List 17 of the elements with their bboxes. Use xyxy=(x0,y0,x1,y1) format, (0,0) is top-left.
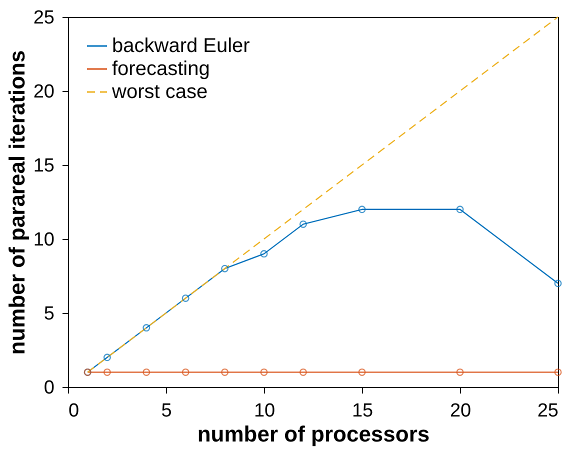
x-axis-title: number of processors xyxy=(197,422,430,446)
x-tick-label: 10 xyxy=(254,400,276,422)
y-tick-label: 10 xyxy=(33,230,54,250)
x-tick-label: 15 xyxy=(352,400,374,422)
y-tick-label: 20 xyxy=(33,82,54,102)
legend-label: forecasting xyxy=(112,58,210,80)
legend-label: worst case xyxy=(111,81,208,103)
x-tick-label: 25 xyxy=(537,400,558,422)
y-tick-label: 15 xyxy=(33,156,54,176)
x-tick-label: 0 xyxy=(68,400,80,422)
x-tick-label: 5 xyxy=(161,400,172,422)
y-tick-label: 0 xyxy=(44,378,54,398)
y-axis-title: number of parareal iterations xyxy=(4,50,30,355)
y-tick-label: 25 xyxy=(33,8,54,28)
x-tick-label: 20 xyxy=(450,400,472,422)
legend-label: backward Euler xyxy=(112,35,250,57)
y-tick-label: 5 xyxy=(44,304,54,324)
